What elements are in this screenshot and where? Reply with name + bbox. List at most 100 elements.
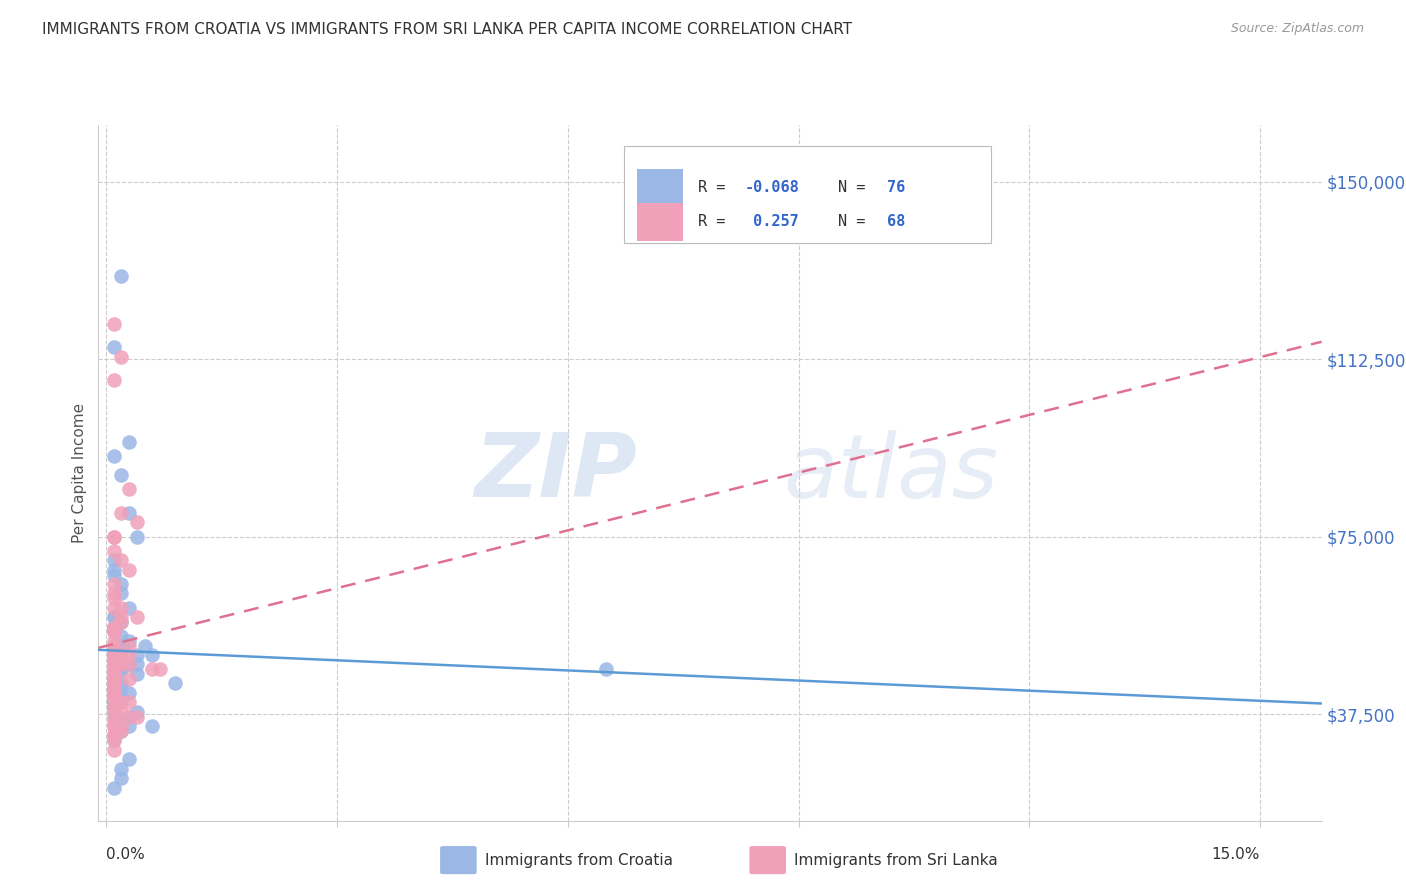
Point <box>103 686 125 700</box>
Point <box>103 690 125 705</box>
Point <box>103 690 125 705</box>
Point <box>103 709 125 723</box>
Point <box>103 657 125 672</box>
Point <box>110 657 132 672</box>
Point <box>118 563 141 577</box>
Point <box>110 719 132 733</box>
Point <box>103 600 125 615</box>
Text: Immigrants from Croatia: Immigrants from Croatia <box>485 854 673 868</box>
Point <box>118 506 141 520</box>
Text: Immigrants from Sri Lanka: Immigrants from Sri Lanka <box>794 854 998 868</box>
Point <box>103 619 125 633</box>
Point <box>110 762 132 776</box>
Point <box>103 742 125 756</box>
Point <box>103 643 125 657</box>
Point <box>103 672 125 686</box>
Point <box>103 728 125 742</box>
Point <box>110 657 132 672</box>
Text: 76: 76 <box>887 180 905 195</box>
Point <box>110 350 132 364</box>
Point <box>125 516 148 530</box>
Point <box>103 657 125 672</box>
Point <box>103 681 125 695</box>
Point <box>118 657 141 672</box>
Point <box>103 780 125 795</box>
Point <box>110 695 132 709</box>
Point <box>141 648 163 662</box>
Point <box>103 705 125 719</box>
Point <box>103 672 125 686</box>
Point <box>149 662 172 676</box>
Point <box>595 662 617 676</box>
Point <box>103 662 125 676</box>
Text: 0.257: 0.257 <box>744 214 799 229</box>
Point <box>118 752 141 766</box>
Point <box>103 340 125 354</box>
Point <box>103 695 125 709</box>
Point <box>110 653 132 667</box>
Text: Source: ZipAtlas.com: Source: ZipAtlas.com <box>1230 22 1364 36</box>
Text: atlas: atlas <box>783 430 998 516</box>
Point <box>110 586 132 600</box>
Point <box>103 695 125 709</box>
Point <box>103 676 125 690</box>
Point <box>125 667 148 681</box>
Point <box>110 771 132 785</box>
Point <box>110 662 132 676</box>
Point <box>103 662 125 676</box>
Point <box>118 709 141 723</box>
Point <box>103 610 125 624</box>
Point <box>103 643 125 657</box>
Point <box>165 676 187 690</box>
Point <box>103 686 125 700</box>
Text: N =: N = <box>838 214 875 229</box>
Text: 15.0%: 15.0% <box>1212 847 1260 862</box>
Point <box>118 695 141 709</box>
Point <box>118 648 141 662</box>
Point <box>103 667 125 681</box>
Point <box>103 676 125 690</box>
Point <box>103 662 125 676</box>
Point <box>110 714 132 729</box>
Point <box>103 705 125 719</box>
Point <box>103 374 125 388</box>
Point <box>103 667 125 681</box>
FancyBboxPatch shape <box>637 202 683 241</box>
Point <box>110 610 132 624</box>
Text: 68: 68 <box>887 214 905 229</box>
Point <box>110 615 132 629</box>
Point <box>103 567 125 582</box>
Point <box>110 639 132 653</box>
Point <box>125 530 148 544</box>
Point <box>103 719 125 733</box>
Point <box>118 719 141 733</box>
Point <box>103 681 125 695</box>
Point <box>125 657 148 672</box>
Point <box>103 449 125 463</box>
Point <box>103 733 125 747</box>
Point <box>103 624 125 639</box>
Text: N =: N = <box>838 180 875 195</box>
Point <box>103 619 125 633</box>
Point <box>110 615 132 629</box>
Point <box>110 705 132 719</box>
Point <box>103 719 125 733</box>
Point <box>103 619 125 633</box>
Point <box>118 633 141 648</box>
Text: IMMIGRANTS FROM CROATIA VS IMMIGRANTS FROM SRI LANKA PER CAPITA INCOME CORRELATI: IMMIGRANTS FROM CROATIA VS IMMIGRANTS FR… <box>42 22 852 37</box>
Point <box>125 648 148 662</box>
Text: R =: R = <box>697 214 734 229</box>
Point <box>103 676 125 690</box>
Point <box>110 553 132 567</box>
Point <box>103 686 125 700</box>
Point <box>103 648 125 662</box>
Point <box>141 719 163 733</box>
FancyBboxPatch shape <box>624 145 991 244</box>
Point <box>118 657 141 672</box>
Point <box>110 577 132 591</box>
Point <box>125 705 148 719</box>
Point <box>103 577 125 591</box>
Point <box>103 676 125 690</box>
Point <box>103 681 125 695</box>
Point <box>118 600 141 615</box>
